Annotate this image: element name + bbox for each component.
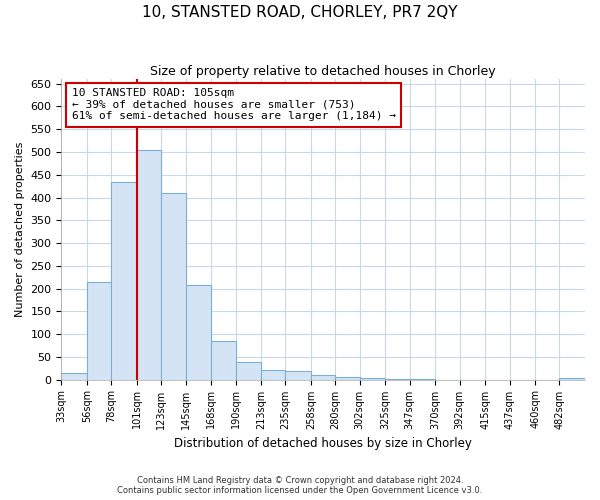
Bar [185,285,211,380]
Bar [61,372,87,380]
Bar [335,378,360,380]
Y-axis label: Number of detached properties: Number of detached properties [15,142,25,317]
Text: Contains HM Land Registry data © Crown copyright and database right 2024.
Contai: Contains HM Land Registry data © Crown c… [118,476,482,495]
Bar [236,362,261,380]
Bar [311,375,335,380]
Bar [360,378,385,380]
Text: 10, STANSTED ROAD, CHORLEY, PR7 2QY: 10, STANSTED ROAD, CHORLEY, PR7 2QY [142,5,458,20]
Bar [559,378,585,380]
Bar [385,378,410,380]
Title: Size of property relative to detached houses in Chorley: Size of property relative to detached ho… [151,65,496,78]
Bar [286,372,311,380]
X-axis label: Distribution of detached houses by size in Chorley: Distribution of detached houses by size … [174,437,472,450]
Bar [87,282,112,380]
Bar [211,341,236,380]
Bar [161,193,185,380]
Text: 10 STANSTED ROAD: 105sqm
← 39% of detached houses are smaller (753)
61% of semi-: 10 STANSTED ROAD: 105sqm ← 39% of detach… [72,88,396,122]
Bar [137,150,161,380]
Bar [261,370,286,380]
Bar [112,182,137,380]
